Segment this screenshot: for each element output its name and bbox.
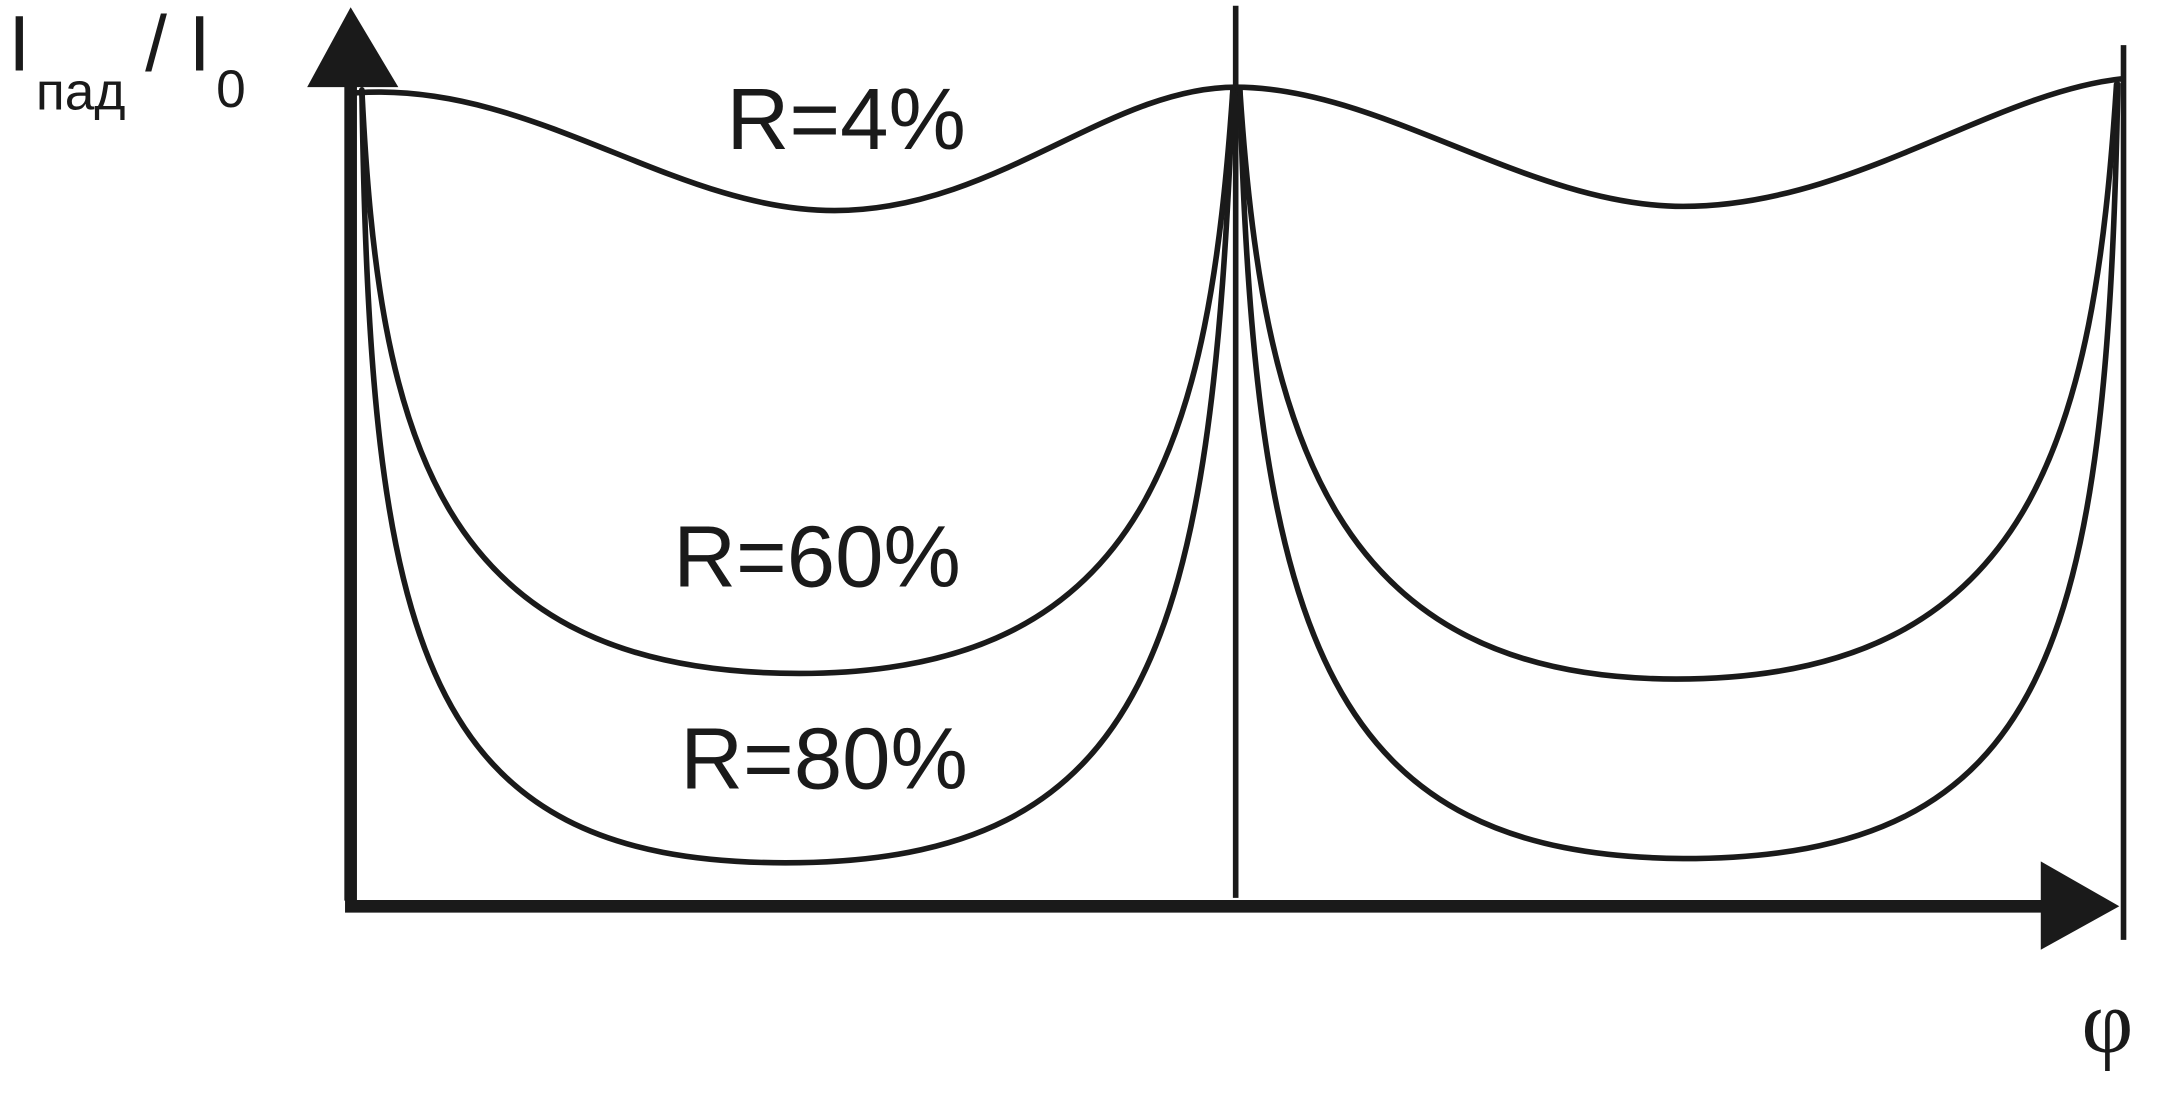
curve-r4 (354, 75, 2125, 214)
y-symbol: I (8, 0, 30, 87)
curve-label: R=60% (673, 508, 961, 605)
curve-label: R=4% (727, 71, 966, 168)
y-separator: / I (145, 0, 210, 87)
y-axis-arrow (307, 7, 399, 88)
x-axis-arrow (2040, 861, 2120, 950)
y-separator-subscript: 0 (216, 60, 246, 119)
curve-r60 (359, 81, 2120, 682)
curve-r80 (359, 81, 2121, 866)
curve-label: R=80% (680, 710, 968, 807)
y-axis-label: Iпад / I0 (8, 0, 245, 122)
y-subscript: пад (36, 63, 126, 122)
x-axis-label: φ (2081, 973, 2133, 1072)
